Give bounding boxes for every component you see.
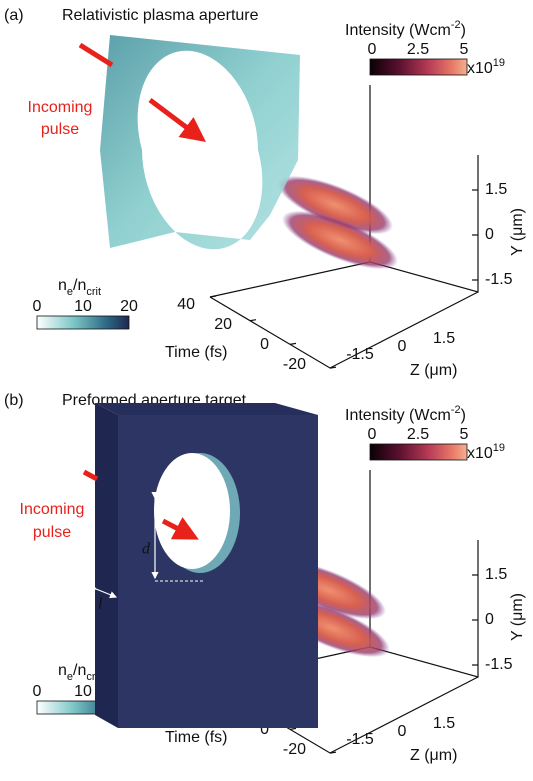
text-part: -2 xyxy=(451,19,461,31)
z-tick-label: 1.5 xyxy=(433,330,455,347)
figure: (a)Relativistic plasma aperture40200-20T… xyxy=(0,0,533,781)
pulse-arrow xyxy=(150,100,198,136)
tick-mark xyxy=(290,728,296,729)
density-tick: 0 xyxy=(33,683,42,700)
density-tick: 10 xyxy=(74,298,92,315)
annotation: pulse xyxy=(33,524,71,541)
z-axis-label: Z (μm) xyxy=(410,747,457,764)
intensity-multiplier: x1019 xyxy=(467,57,505,77)
density-tick: 0 xyxy=(33,298,42,315)
time-tick-label: -20 xyxy=(283,356,306,373)
y-tick-label: 1.5 xyxy=(485,566,507,583)
z-tick-label: 1.5 xyxy=(433,715,455,732)
block-side xyxy=(95,403,118,728)
text-part: x10 xyxy=(467,60,493,77)
y-tick-label: -1.5 xyxy=(485,271,513,288)
panel-label: (a) xyxy=(4,7,24,24)
y-tick-label: 1.5 xyxy=(485,181,507,198)
y-axis-label: Y (μm) xyxy=(509,208,526,256)
y-tick-label: -1.5 xyxy=(485,656,513,673)
density-title: ne/ncrit xyxy=(58,662,101,683)
text-part: ) xyxy=(461,22,466,39)
intensity-tick: 5 xyxy=(460,41,469,58)
text-part: /n xyxy=(73,277,86,294)
text-part: x10 xyxy=(467,445,493,462)
intensity-tick: 0 xyxy=(368,426,377,443)
intensity-tick: 0 xyxy=(368,41,377,58)
dim-d-label: d xyxy=(142,541,151,558)
panel: (b)Preformed aperture target40200-20Time… xyxy=(4,392,526,764)
y-tick-label: 0 xyxy=(485,226,494,243)
intensity-title: Intensity (Wcm-2) xyxy=(345,404,466,424)
tick-mark xyxy=(250,320,256,321)
time-axis-label: Time (fs) xyxy=(165,729,228,746)
density-tick: 10 xyxy=(74,683,92,700)
intensity-tick: 2.5 xyxy=(407,41,429,58)
plasma-aperture xyxy=(100,35,300,249)
block-top xyxy=(95,403,318,415)
intensity-colorbar xyxy=(370,444,467,460)
tick-mark xyxy=(210,296,216,297)
text-part: 19 xyxy=(493,57,505,69)
text-part: Intensity (Wcm xyxy=(345,407,451,424)
time-tick-label: 40 xyxy=(177,296,195,313)
density-title: ne/ncrit xyxy=(58,277,101,298)
text-part: n xyxy=(58,277,67,294)
text-part: n xyxy=(58,662,67,679)
time-axis-label: Time (fs) xyxy=(165,344,228,361)
pulse-arrow xyxy=(80,45,112,65)
time-tick-label: -20 xyxy=(283,741,306,758)
density-colorbar xyxy=(37,316,129,329)
z-tick-label: -1.5 xyxy=(346,346,374,363)
z-axis-label: Z (μm) xyxy=(410,362,457,379)
intensity-tick: 2.5 xyxy=(407,426,429,443)
hole xyxy=(154,453,230,569)
text-part: -2 xyxy=(451,404,461,416)
intensity-colorbar xyxy=(370,59,467,75)
intensity-title: Intensity (Wcm-2) xyxy=(345,19,466,39)
text-part: /n xyxy=(73,662,86,679)
y-tick-label: 0 xyxy=(485,611,494,628)
text-part: ) xyxy=(461,407,466,424)
time-tick-label: 0 xyxy=(260,336,269,353)
annotation: Incoming xyxy=(28,99,93,116)
z-tick-label: 0 xyxy=(398,723,407,740)
y-axis-label: Y (μm) xyxy=(509,593,526,641)
z-tick-label: 0 xyxy=(398,338,407,355)
z-tick-label: -1.5 xyxy=(346,731,374,748)
annotation: Incoming xyxy=(20,501,85,518)
intensity-multiplier: x1019 xyxy=(467,442,505,462)
annotation: pulse xyxy=(41,121,79,138)
dim-l-label: l xyxy=(98,596,103,613)
time-tick-label: 20 xyxy=(214,316,232,333)
text-part: 19 xyxy=(493,442,505,454)
panel-title: Relativistic plasma aperture xyxy=(62,7,259,24)
text-part: Intensity (Wcm xyxy=(345,22,451,39)
tick-mark xyxy=(290,343,296,344)
panel-label: (b) xyxy=(4,392,24,409)
intensity-tick: 5 xyxy=(460,426,469,443)
panel: (a)Relativistic plasma aperture40200-20T… xyxy=(4,7,526,379)
density-tick: 20 xyxy=(120,298,138,315)
text-part: crit xyxy=(86,286,101,298)
